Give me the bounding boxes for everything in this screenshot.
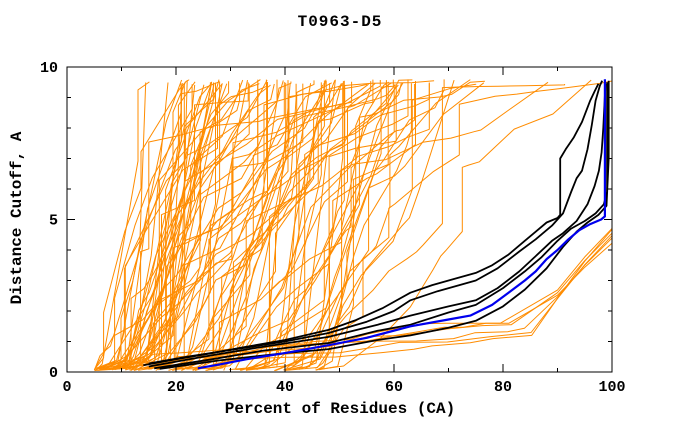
orange-curve: [208, 82, 332, 369]
group-model-black-2: [148, 80, 604, 365]
orange-curve: [251, 82, 322, 370]
orange-curve: [95, 81, 150, 371]
orange-curve: [136, 83, 369, 371]
orange-curve: [125, 81, 344, 370]
orange-curve-low: [155, 228, 612, 371]
y-tick-label: 5: [49, 213, 58, 230]
orange-curve: [99, 83, 304, 370]
orange-curve: [97, 82, 241, 371]
orange-curve: [279, 84, 566, 369]
orange-curve: [115, 79, 267, 370]
orange-curve: [305, 79, 471, 369]
orange-curve: [148, 80, 387, 371]
orange-curve: [178, 81, 292, 370]
orange-curve: [93, 81, 220, 371]
orange-curve: [292, 79, 413, 370]
orange-curve: [130, 83, 368, 371]
orange-curve: [205, 83, 376, 371]
orange-curve: [150, 80, 435, 370]
orange-curve: [96, 82, 147, 370]
orange-curve: [141, 82, 183, 369]
x-tick-label: 20: [167, 379, 185, 396]
orange-curve: [249, 80, 315, 370]
orange-curve: [214, 83, 331, 371]
orange-curve: [118, 83, 223, 369]
orange-curve: [174, 81, 221, 371]
orange-curve: [259, 83, 430, 369]
orange-curve: [166, 79, 259, 369]
y-tick-label: 10: [40, 60, 58, 77]
y-tick-label: 0: [49, 365, 58, 382]
x-tick-label: 0: [62, 379, 71, 396]
orange-curve: [109, 82, 402, 370]
orange-curve: [124, 83, 275, 370]
group-model-black-4: [154, 82, 608, 370]
orange-curve: [315, 81, 389, 369]
orange-curve: [234, 84, 397, 371]
orange-curve: [223, 84, 324, 371]
x-tick-label: 60: [385, 379, 403, 396]
orange-curve: [200, 82, 268, 370]
orange-curve: [111, 83, 185, 370]
x-tick-label: 100: [598, 379, 625, 396]
orange-curve: [103, 83, 223, 370]
orange-curve: [98, 83, 214, 371]
curves-layer: [93, 79, 612, 372]
x-tick-label: 40: [276, 379, 294, 396]
orange-curve: [120, 82, 169, 371]
orange-curve: [94, 79, 190, 370]
x-tick-label: 80: [494, 379, 512, 396]
group-model-black-1: [143, 83, 600, 367]
orange-curve: [186, 80, 248, 370]
group-model-black-5: [159, 80, 610, 370]
orange-curve: [134, 83, 212, 370]
orange-curve: [246, 82, 392, 372]
orange-curve: [288, 82, 485, 370]
highlighted-model-blue: [197, 79, 607, 370]
orange-curve: [144, 80, 336, 370]
orange-curve: [139, 79, 261, 369]
plot-title: T0963-D5: [297, 13, 383, 31]
orange-curve: [320, 79, 592, 370]
orange-curve: [209, 84, 399, 370]
x-axis-label: Percent of Residues (CA): [224, 400, 456, 418]
orange-curve: [109, 80, 284, 370]
orange-curve: [274, 83, 342, 372]
orange-curve: [125, 84, 271, 371]
group-model-black-3: [148, 83, 607, 368]
orange-curve-low: [130, 242, 612, 371]
orange-curve: [285, 79, 336, 371]
orange-curve: [316, 81, 372, 371]
